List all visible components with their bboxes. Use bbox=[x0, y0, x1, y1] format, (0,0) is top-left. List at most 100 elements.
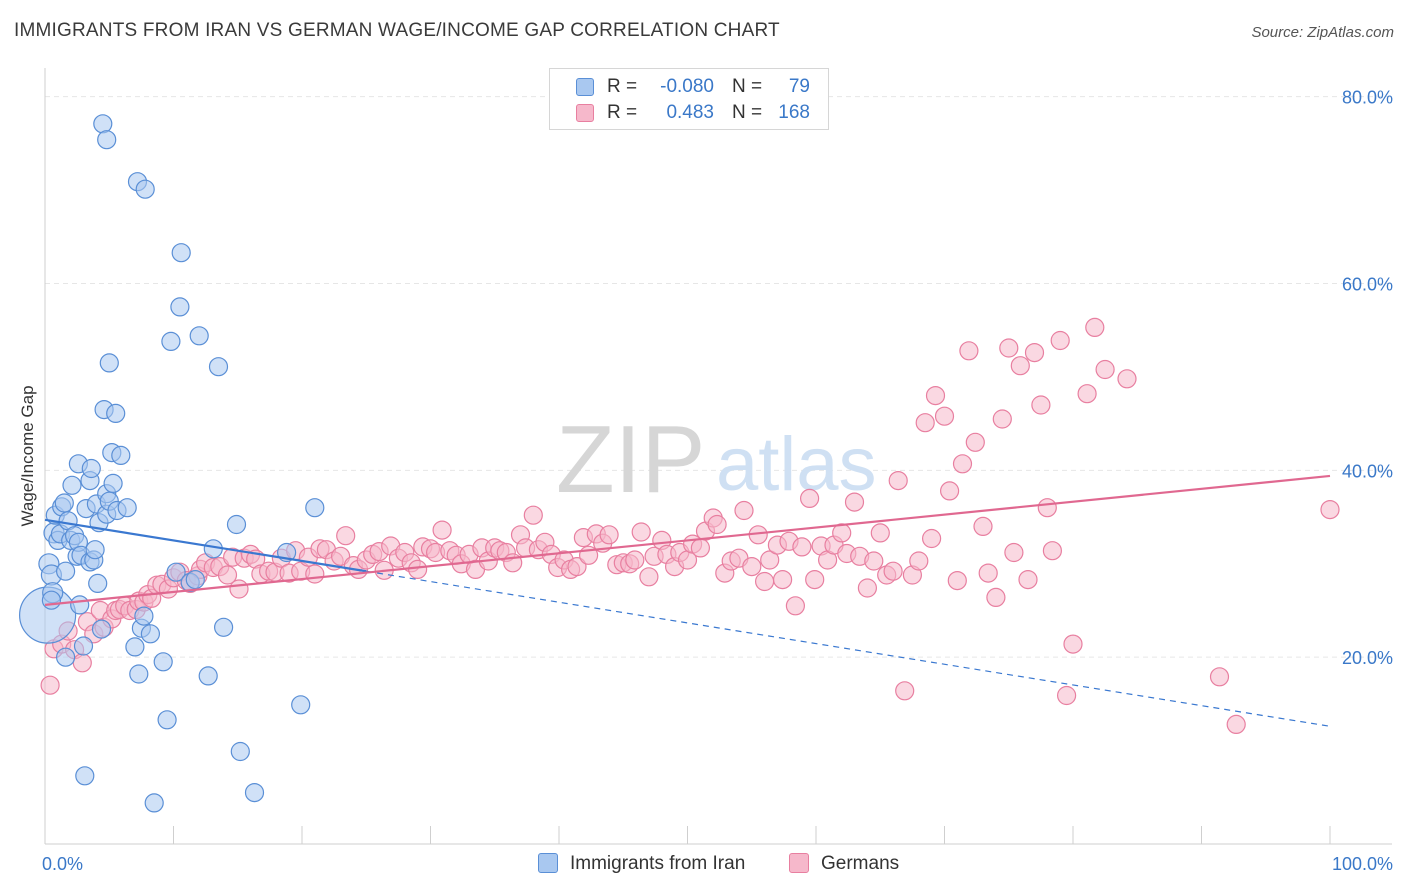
data-point bbox=[625, 550, 645, 570]
data-point bbox=[106, 403, 126, 423]
data-point bbox=[742, 556, 762, 577]
legend-r-label: R = bbox=[607, 102, 638, 123]
data-point bbox=[1037, 498, 1057, 518]
data-point bbox=[567, 556, 587, 577]
y-tick-label: 80.0% bbox=[1342, 88, 1393, 108]
data-point bbox=[883, 561, 903, 581]
data-point bbox=[226, 514, 247, 535]
data-point bbox=[1018, 569, 1038, 590]
data-point bbox=[117, 498, 137, 518]
data-point bbox=[55, 647, 76, 667]
data-point bbox=[915, 413, 935, 433]
trend-lines bbox=[44, 474, 1331, 727]
data-point bbox=[305, 498, 325, 518]
data-point bbox=[85, 540, 105, 560]
data-point bbox=[864, 551, 884, 571]
data-point bbox=[992, 409, 1012, 429]
legend-r-value: 0.483 bbox=[666, 102, 714, 123]
data-point bbox=[129, 664, 149, 684]
data-point bbox=[91, 619, 112, 639]
x-tick-label: 100.0% bbox=[1332, 854, 1393, 874]
data-point bbox=[72, 653, 92, 673]
data-point bbox=[1024, 343, 1045, 363]
data-point bbox=[157, 710, 177, 730]
data-point bbox=[217, 565, 238, 585]
legend-n-label: N = bbox=[732, 76, 763, 97]
iran-trend-extension bbox=[366, 570, 1331, 727]
data-point bbox=[754, 571, 775, 592]
data-point bbox=[70, 595, 90, 615]
data-point bbox=[760, 550, 780, 570]
data-point bbox=[408, 559, 428, 580]
x-tick-label: 0.0% bbox=[42, 854, 83, 874]
tick-labels: 20.0% 40.0% 60.0% 80.0% 0.0% 100.0% bbox=[42, 88, 1393, 874]
source-label: Source: ZipAtlas.com bbox=[1251, 24, 1394, 41]
data-point bbox=[75, 766, 95, 786]
data-point bbox=[291, 695, 311, 715]
data-point bbox=[965, 432, 985, 452]
data-point bbox=[799, 488, 820, 508]
data-point bbox=[135, 179, 155, 199]
legend-swatch-iran bbox=[538, 853, 558, 873]
data-point bbox=[1063, 634, 1083, 654]
iran-trend-line bbox=[44, 518, 367, 573]
watermark: ZIP atlas bbox=[556, 406, 877, 513]
data-point bbox=[40, 675, 60, 695]
data-point bbox=[785, 596, 806, 616]
data-point bbox=[144, 793, 164, 813]
data-point bbox=[166, 562, 186, 582]
data-point bbox=[1042, 541, 1063, 561]
data-point bbox=[870, 523, 890, 543]
data-point bbox=[909, 551, 929, 571]
data-point bbox=[171, 243, 191, 263]
data-point bbox=[88, 573, 108, 594]
data-point bbox=[198, 666, 218, 686]
series-legend: Immigrants from Iran Germans bbox=[0, 852, 1406, 878]
data-point bbox=[639, 567, 659, 587]
data-point bbox=[1226, 714, 1246, 735]
data-point bbox=[93, 114, 113, 134]
data-point bbox=[999, 338, 1019, 358]
legend-swatch-iran bbox=[576, 78, 594, 96]
data-point bbox=[55, 561, 76, 581]
data-point bbox=[244, 782, 265, 803]
data-point bbox=[523, 505, 543, 525]
data-point bbox=[925, 386, 946, 406]
data-point bbox=[54, 493, 74, 513]
data-point bbox=[844, 492, 865, 512]
data-point bbox=[1320, 500, 1340, 520]
data-point bbox=[73, 636, 94, 656]
data-point bbox=[103, 473, 123, 493]
stats-legend: R = -0.080 N = 79 R = 0.483 N = 168 bbox=[549, 68, 829, 130]
data-point bbox=[1085, 317, 1105, 337]
data-point bbox=[978, 563, 998, 583]
iran-points bbox=[18, 114, 325, 813]
data-point bbox=[952, 454, 973, 474]
data-point bbox=[1209, 667, 1230, 687]
data-point bbox=[772, 569, 793, 590]
axes bbox=[44, 68, 1392, 845]
data-point bbox=[631, 522, 651, 542]
legend-row-germans: R = 0.483 N = 168 bbox=[550, 101, 828, 127]
data-point bbox=[947, 570, 967, 591]
data-point bbox=[888, 471, 908, 491]
germans-trend-line bbox=[44, 474, 1331, 606]
data-point bbox=[1010, 356, 1030, 376]
legend-n-value: 79 bbox=[788, 76, 810, 97]
data-point bbox=[336, 526, 356, 546]
data-point bbox=[62, 475, 82, 495]
data-point bbox=[185, 569, 205, 590]
legend-n-label: N = bbox=[732, 102, 763, 123]
data-point bbox=[986, 587, 1006, 608]
data-point bbox=[432, 520, 452, 540]
y-axis-label: Wage/Income Gap bbox=[18, 385, 37, 526]
data-point bbox=[161, 331, 181, 351]
legend-swatch-germans bbox=[576, 104, 594, 122]
y-tick-label: 60.0% bbox=[1342, 275, 1393, 295]
legend-r-label: R = bbox=[607, 76, 638, 97]
data-point bbox=[959, 341, 979, 361]
data-point bbox=[1050, 330, 1070, 351]
legend-n-value: 168 bbox=[778, 102, 810, 123]
data-point bbox=[41, 590, 62, 610]
data-point bbox=[230, 741, 250, 762]
